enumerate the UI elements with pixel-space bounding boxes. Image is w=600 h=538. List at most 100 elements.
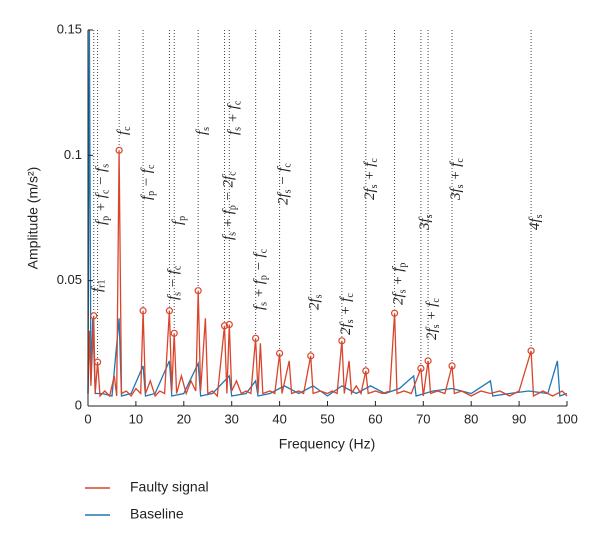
annotation-subscript: c xyxy=(455,158,466,163)
annotation: 4fs xyxy=(528,214,546,230)
annotation: 2fs + fc xyxy=(338,293,356,335)
annotation: fc xyxy=(116,126,134,135)
annotation: 3fs xyxy=(417,214,435,231)
series-line xyxy=(87,29,568,397)
x-tick-label: 100 xyxy=(556,411,578,426)
annotation-text: f xyxy=(171,219,187,225)
peak-marker xyxy=(424,357,432,365)
peak-marker xyxy=(417,364,425,372)
annotation-subscript: c xyxy=(228,171,239,176)
annotation: 3fs + fc xyxy=(448,158,466,201)
annotation-text: − f xyxy=(94,166,110,190)
annotation-text: 2f xyxy=(338,322,354,336)
annotation-text: 2f xyxy=(391,292,407,306)
annotation-text: 2f xyxy=(425,327,441,341)
annotation-text: + f xyxy=(425,301,441,325)
x-tick-label: 10 xyxy=(129,411,143,426)
annotation-subscript: s xyxy=(369,184,380,188)
x-tick-label: 30 xyxy=(224,411,238,426)
annotation-subscript: c xyxy=(122,126,133,131)
annotation-subscript: s xyxy=(228,232,239,236)
annotation-subscript: p xyxy=(146,191,157,196)
annotation-text: f xyxy=(94,219,110,225)
annotation: fs + fp − 2fc xyxy=(221,171,239,240)
annotation: 2fs + fc xyxy=(425,298,443,340)
annotation-subscript: s xyxy=(398,289,409,293)
x-tick-label: 80 xyxy=(464,411,478,426)
legend-label: Baseline xyxy=(130,506,184,522)
annotation-text: + f xyxy=(338,296,354,320)
annotation-subscript: s xyxy=(173,292,184,296)
annotation-text: 3f xyxy=(417,217,433,232)
annotation-subscript: s xyxy=(455,184,466,188)
x-tick-label: 40 xyxy=(272,411,286,426)
y-axis-label: Amplitude (m/s²) xyxy=(25,167,41,270)
annotation-text: − f xyxy=(276,166,292,190)
annotation-subscript: s xyxy=(345,319,356,323)
peak-marker xyxy=(93,358,102,366)
annotation-text: 2f xyxy=(362,187,378,201)
annotation-subscript: p xyxy=(178,216,189,221)
annotation-subscript: s xyxy=(314,294,325,298)
annotation-subscript: c xyxy=(233,100,244,105)
peak-marker xyxy=(448,362,456,370)
annotation-subscript: c xyxy=(146,164,157,169)
annotation-subscript: c xyxy=(259,248,270,253)
annotation-text: 2f xyxy=(276,192,292,206)
annotation: fp − fc xyxy=(140,164,158,200)
x-tick-label: 0 xyxy=(84,411,91,426)
annotation: 2fs xyxy=(307,294,325,310)
annotation-text: + f xyxy=(226,103,242,127)
x-tick-label: 70 xyxy=(416,411,430,426)
annotation-subscript: s xyxy=(101,164,112,168)
annotation-text: + f xyxy=(221,208,237,232)
y-tick-label: 0.1 xyxy=(64,147,82,162)
peak-marker xyxy=(194,287,202,295)
annotation-text: − f xyxy=(252,252,268,276)
annotation: 2fs + fc xyxy=(362,158,380,200)
peak-marker xyxy=(90,312,98,320)
annotation-subscript: p xyxy=(101,216,112,221)
annotation-text: f xyxy=(116,129,132,135)
annotation: fs + fp − fc xyxy=(252,248,270,310)
x-axis-label: Frequency (Hz) xyxy=(279,436,375,452)
annotation-subscript: c xyxy=(173,265,184,270)
peak-marker xyxy=(362,367,370,375)
peak-marker xyxy=(252,334,260,342)
annotation-subscript: s xyxy=(534,214,545,218)
legend-label: Faulty signal xyxy=(130,479,209,495)
x-tick-label: 60 xyxy=(368,411,382,426)
annotation-subscript: c xyxy=(101,189,112,194)
annotation: fs − fc xyxy=(166,265,184,300)
peak-marker xyxy=(527,347,535,355)
annotation: fp + fc − fs xyxy=(94,164,112,225)
annotation-subscript: s xyxy=(431,324,442,328)
annotation-subscript: s xyxy=(201,127,212,131)
annotation-text: f xyxy=(252,304,268,310)
annotation-subscript: s xyxy=(283,189,294,193)
annotation-subscript: s xyxy=(424,214,435,218)
peak-marker xyxy=(338,337,346,345)
annotation-text: − f xyxy=(140,167,156,191)
peak-marker xyxy=(165,307,174,315)
annotation-subscript: p xyxy=(398,263,409,268)
peak-marker xyxy=(170,329,178,337)
annotation-text: 2f xyxy=(307,297,323,311)
x-tick-label: 50 xyxy=(320,411,334,426)
annotation-subscript: r1 xyxy=(97,279,108,287)
y-tick-label: 0.05 xyxy=(57,272,82,287)
annotation-subscript: p xyxy=(259,275,270,280)
y-tick-label: 0.15 xyxy=(57,21,82,36)
annotation-text: + f xyxy=(362,161,378,185)
peak-marker xyxy=(276,349,284,357)
annotation: 2fs + fp xyxy=(391,263,409,305)
annotation-text: f xyxy=(195,129,211,135)
peak-marker xyxy=(307,352,315,360)
annotation-text: + f xyxy=(391,266,407,290)
annotation-text: f xyxy=(226,129,242,135)
annotation-subscript: c xyxy=(369,158,380,163)
annotation: fs + fc xyxy=(226,100,244,135)
annotation-text: + f xyxy=(448,161,464,185)
annotation-subscript: s xyxy=(233,127,244,131)
annotation: fp xyxy=(171,216,189,225)
